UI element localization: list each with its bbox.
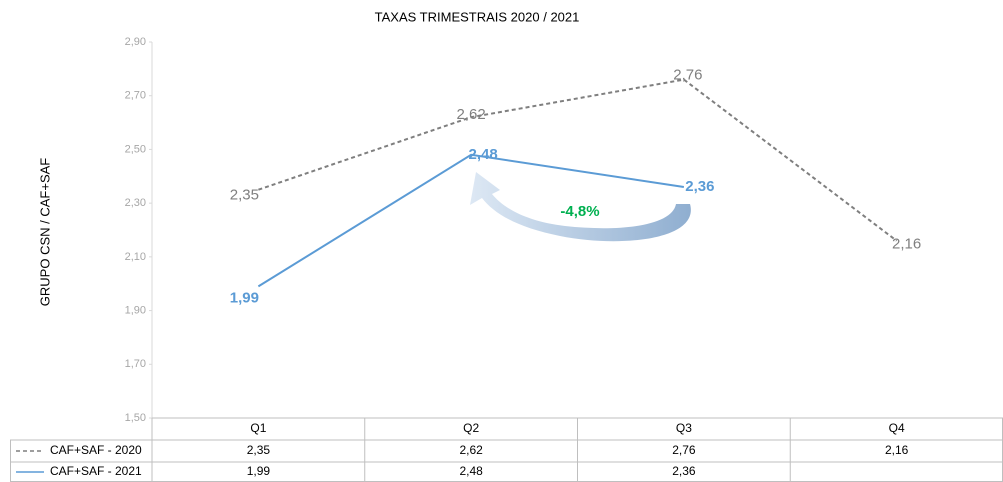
data-label: 2,62 xyxy=(457,106,486,123)
y-tick-label: 2,70 xyxy=(125,90,146,102)
table-value: 2,35 xyxy=(247,443,271,457)
series-line xyxy=(257,153,685,288)
y-axis-label: GRUPO CSN / CAF+SAF xyxy=(37,158,52,306)
x-tick-label: Q3 xyxy=(676,421,692,435)
table-value: 2,48 xyxy=(459,464,483,478)
table-value: 2,16 xyxy=(885,443,909,457)
table-value: 2,76 xyxy=(672,443,696,457)
x-tick-label: Q1 xyxy=(250,421,266,435)
table-value: 2,62 xyxy=(459,443,483,457)
chart-title: TAXAS TRIMESTRAIS 2020 / 2021 xyxy=(375,9,580,24)
table-value: 2,36 xyxy=(672,464,696,478)
y-tick-label: 1,70 xyxy=(125,358,146,370)
annotation: -4,8% xyxy=(560,203,599,220)
series-line xyxy=(258,78,898,242)
y-tick-label: 1,50 xyxy=(125,412,146,424)
x-tick-label: Q2 xyxy=(463,421,479,435)
table-value: 1,99 xyxy=(247,464,271,478)
data-label: 2,35 xyxy=(230,187,259,204)
change-arrow xyxy=(470,172,691,242)
y-tick-label: 2,30 xyxy=(125,197,146,209)
data-label: 1,99 xyxy=(230,289,259,306)
x-tick-label: Q4 xyxy=(889,421,905,435)
y-tick-label: 2,50 xyxy=(125,143,146,155)
data-label: 2,36 xyxy=(685,178,714,195)
data-label: 2,48 xyxy=(469,146,498,163)
legend-label: CAF+SAF - 2020 xyxy=(50,443,142,457)
legend-label: CAF+SAF - 2021 xyxy=(50,464,142,478)
y-tick-label: 2,10 xyxy=(125,251,146,263)
data-label: 2,76 xyxy=(673,67,702,84)
data-label: 2,16 xyxy=(892,236,921,253)
y-tick-label: 1,90 xyxy=(125,304,146,316)
y-tick-label: 2,90 xyxy=(125,36,146,48)
